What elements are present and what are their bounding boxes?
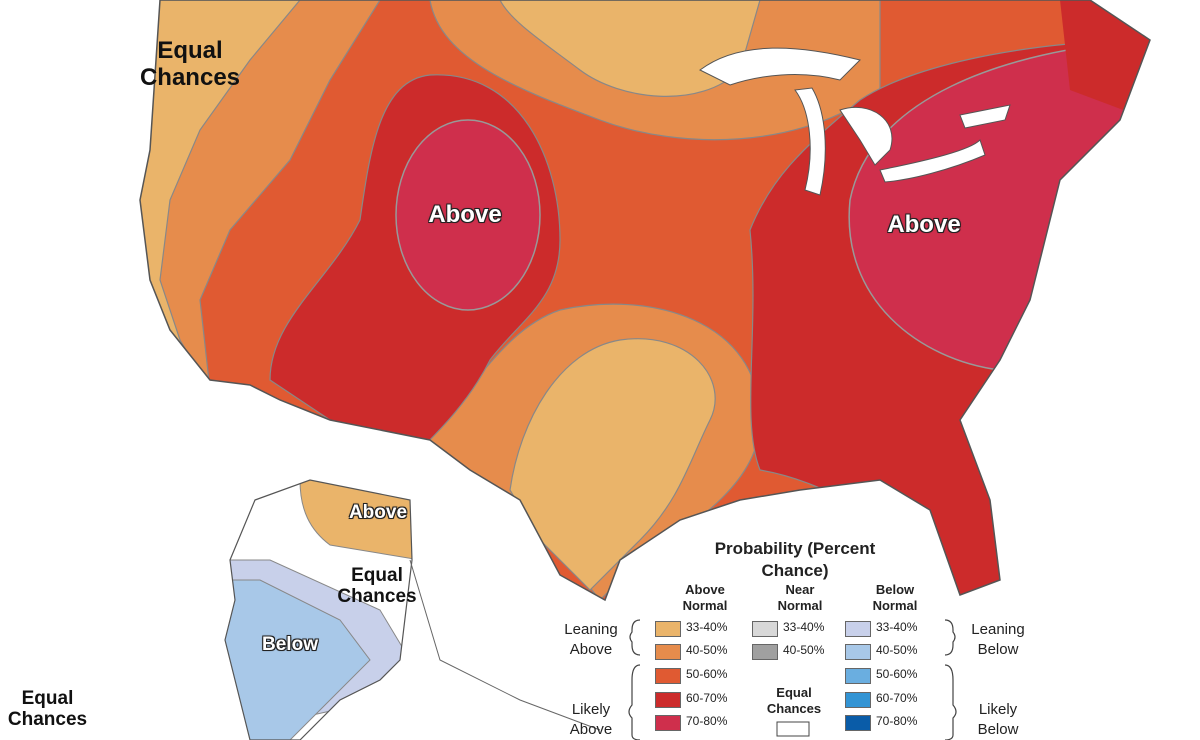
legend-item-label: 40-50% (876, 643, 918, 657)
legend-swatch (655, 668, 681, 684)
legend-swatch (655, 715, 681, 731)
map-label: Equal Chances (337, 565, 417, 608)
legend-swatch (845, 715, 871, 731)
map-label: Below (262, 634, 318, 655)
legend-swatch (655, 692, 681, 708)
map-label: Above (887, 211, 961, 238)
legend-group: Leaning Below (971, 621, 1025, 658)
great-lakes (699, 47, 1011, 196)
legend-title: Probability (Percent Chance) (714, 539, 876, 581)
legend-heading: Near Normal (777, 582, 823, 613)
legend-item-label: 60-70% (686, 691, 728, 705)
equal-chances-swatch (776, 721, 810, 737)
legend-group: Leaning Above (564, 621, 618, 658)
legend-swatch (845, 668, 871, 684)
legend-item-label: 40-50% (783, 643, 825, 657)
legend-swatch (655, 644, 681, 660)
map-label: Above (428, 201, 502, 228)
legend-item-label: 33-40% (783, 620, 825, 634)
legend-swatch (752, 644, 778, 660)
legend-item-label: 33-40% (876, 620, 918, 634)
legend-item-label: 50-60% (876, 667, 918, 681)
legend-item-label: 70-80% (876, 714, 918, 728)
legend-item-label: 50-60% (686, 667, 728, 681)
legend-heading: Above Normal (682, 582, 728, 613)
map-label: Equal Chances (139, 37, 241, 91)
legend-equal: Equal Chances (766, 685, 822, 717)
legend-item-label: 70-80% (686, 714, 728, 728)
legend-swatch (845, 621, 871, 637)
map-label: Above (348, 502, 408, 523)
legend-group: Likely Above (569, 701, 613, 738)
legend-item-label: 60-70% (876, 691, 918, 705)
legend-item-label: 40-50% (686, 643, 728, 657)
legend-swatch (845, 692, 871, 708)
legend-item-label: 33-40% (686, 620, 728, 634)
legend-braces (628, 619, 957, 740)
legend-heading: Below Normal (872, 582, 918, 613)
legend-swatch (655, 621, 681, 637)
map-label: Equal Chances (7, 688, 88, 731)
legend-swatch (752, 621, 778, 637)
legend-swatch (845, 644, 871, 660)
legend-group: Likely Below (977, 701, 1019, 738)
